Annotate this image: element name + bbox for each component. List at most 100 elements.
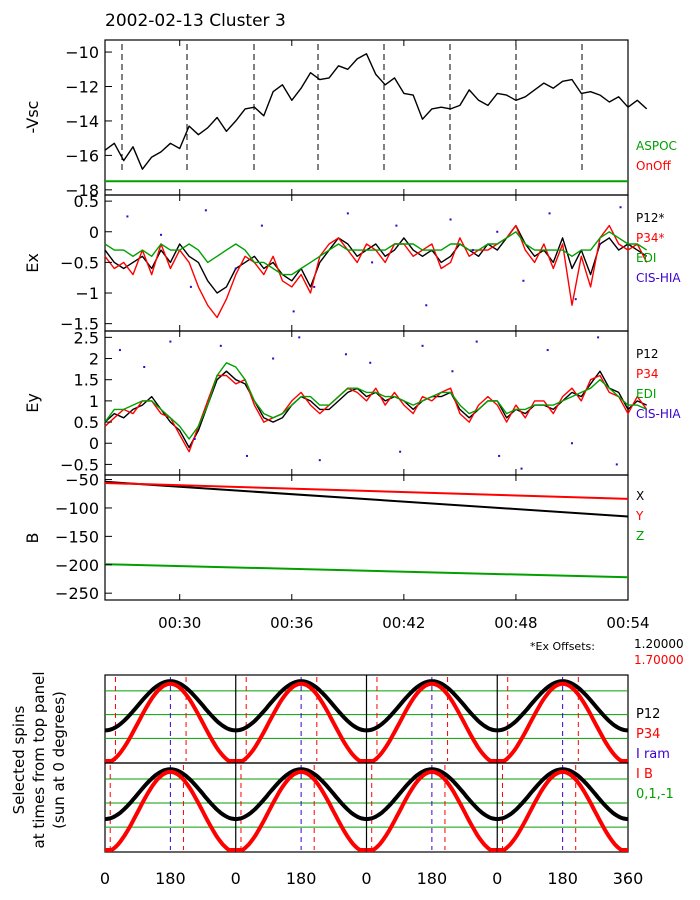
vsc-legend-1: OnOff <box>636 159 671 173</box>
ey-legend-0: P12 <box>636 347 659 361</box>
ex-cis-point-2 <box>189 285 192 288</box>
spins-angle-label-2: 0 <box>231 869 241 888</box>
spins-panel: 0 180 0 180 0 180 0 180 360 <box>100 674 644 888</box>
ey-cis-point-4 <box>219 344 222 347</box>
ex-offset-p34: 1.70000 <box>634 653 684 667</box>
ey-ytick-label-6: −0.5 <box>60 455 99 474</box>
ex-cis-point-10 <box>395 224 398 227</box>
spins-angle-label-8: 360 <box>613 869 644 888</box>
ex-cis-point-5 <box>260 224 263 227</box>
vsc-event-markers <box>121 44 583 170</box>
b-ytick-label-2: −150 <box>55 527 99 546</box>
b-legend-1: Y <box>635 509 644 523</box>
ey-cis-point-15 <box>498 454 501 457</box>
ey-cis-point-16 <box>520 467 523 470</box>
b-panel-frame <box>104 474 629 601</box>
axis-ticks: −10−12−14−16−180.50−0.5−1−1.52.521.510.5… <box>55 40 650 632</box>
spins-p12-curve-1-0 <box>104 767 236 822</box>
ex-ytick-label-3: −1 <box>75 284 99 303</box>
ey-cis-point-1 <box>143 366 146 368</box>
ex-cis-point-6 <box>292 310 295 313</box>
b-ylabel: B <box>23 533 42 544</box>
ey-cis-point-12 <box>421 344 424 347</box>
ex-ytick-label-4: −1.5 <box>60 315 99 334</box>
plot-series <box>104 53 648 579</box>
spins-angle-label-1: 180 <box>155 869 186 888</box>
ex-offsets-label: *Ex Offsets: <box>530 640 595 653</box>
ex-cis-point-12 <box>449 218 452 221</box>
ey-legend-2: EDI <box>636 387 656 401</box>
spins-p34-curve-1-0 <box>105 769 236 852</box>
ex-legend-0: P12* <box>636 211 665 225</box>
vsc-ylabel: -Vsc <box>23 101 42 134</box>
ey-cis-point-0 <box>118 349 121 352</box>
vsc-panel-frame <box>104 39 629 196</box>
vsc-ytick-label-0: −10 <box>65 43 99 62</box>
ey-cis-point-11 <box>399 450 402 453</box>
spins-p12-curve-0-1 <box>235 679 367 733</box>
vsc-ytick-label-3: −16 <box>65 146 99 165</box>
ey-ytick-label-2: 1.5 <box>74 371 99 390</box>
ey-cis-point-20 <box>615 463 618 466</box>
spins-legend-1: P34 <box>636 727 660 742</box>
ey-cis-point-19 <box>597 336 600 339</box>
vsc-ytick-label-2: −14 <box>65 112 99 131</box>
ex-cis-point-17 <box>574 298 577 301</box>
ey-cis-point-14 <box>475 340 478 343</box>
ey-series-green <box>104 362 647 440</box>
spins-p34-curve-0-2 <box>366 681 498 763</box>
time-tick-label-1: 00:36 <box>270 614 313 632</box>
time-tick-label-2: 00:42 <box>382 614 425 632</box>
ex-series-green <box>104 231 648 276</box>
spins-p12-curve-0-3 <box>497 679 629 733</box>
ex-ytick-label-2: −0.5 <box>60 253 99 272</box>
b-legend-0: X <box>636 489 644 503</box>
time-tick-label-3: 00:48 <box>494 614 537 632</box>
ey-cis-point-7 <box>298 336 301 339</box>
vsc-series-black <box>104 53 648 170</box>
b-ytick-label-0: −50 <box>65 471 99 490</box>
spins-legend-0: P12 <box>636 707 660 722</box>
ey-panel-frame <box>104 330 629 476</box>
spins-angle-label-5: 180 <box>417 869 448 888</box>
ey-cis-point-5 <box>245 454 248 457</box>
ex-legend-2: EDI <box>636 251 656 265</box>
ey-cis-point-9 <box>344 353 347 356</box>
ey-cis-point-2 <box>169 340 172 343</box>
vsc-legend-0: ASPOC <box>636 139 677 153</box>
page-title: 2002-02-13 Cluster 3 <box>105 11 286 31</box>
ey-legend-3: CIS-HIA <box>636 407 681 421</box>
ex-series-red <box>104 224 648 319</box>
spins-ylabel-line-2: at times from top panel <box>30 672 48 849</box>
spins-ylabel-line-1: Selected spins <box>10 706 28 815</box>
ex-cis-point-18 <box>598 243 601 246</box>
ex-cis-point-14 <box>496 230 499 233</box>
ex-cis-point-7 <box>313 285 316 288</box>
ey-legend-1: P34 <box>636 367 659 381</box>
spins-p12-curve-1-1 <box>235 767 367 822</box>
spins-angle-label-6: 0 <box>492 869 502 888</box>
ex-series-black <box>104 224 648 294</box>
spins-angle-label-7: 180 <box>547 869 578 888</box>
ey-cis-point-6 <box>272 357 275 360</box>
ex-ytick-label-1: 0 <box>89 223 99 242</box>
spins-p34-curve-0-3 <box>497 681 628 763</box>
spins-p34-curve-1-2 <box>366 769 498 852</box>
b-series-red <box>104 482 629 500</box>
ex-cis-point-9 <box>371 261 374 264</box>
ey-ylabel: Ey <box>23 393 42 413</box>
legends: ASPOC OnOff P12* P34* EDI CIS-HIA P12 P34 EDI CIS… <box>635 139 681 802</box>
ex-cis-point-16 <box>548 212 551 215</box>
spins-p12-curve-1-3 <box>497 767 629 822</box>
ey-cis-point-3 <box>193 438 196 440</box>
ex-offset-p12: 1.20000 <box>634 637 684 651</box>
ex-cis-point-0 <box>126 215 129 218</box>
ey-ytick-label-3: 1 <box>89 392 99 411</box>
ex-ylabel: Ex <box>23 253 42 273</box>
ex-cis-point-1 <box>160 233 163 236</box>
b-series-green <box>104 563 629 579</box>
ex-cis-point-8 <box>346 212 349 215</box>
spins-p12-curve-0-0 <box>104 679 236 733</box>
spins-p12-curve-0-2 <box>366 679 498 733</box>
